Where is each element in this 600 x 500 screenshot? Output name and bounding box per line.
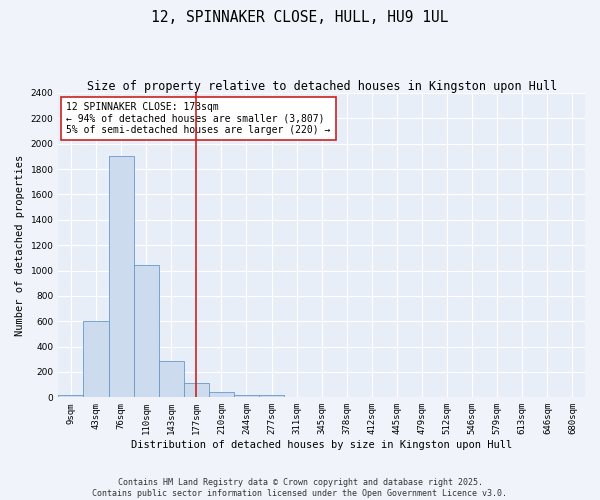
Bar <box>159 360 184 398</box>
Bar <box>184 384 209 398</box>
Title: Size of property relative to detached houses in Kingston upon Hull: Size of property relative to detached ho… <box>86 80 557 93</box>
Text: Contains HM Land Registry data © Crown copyright and database right 2025.
Contai: Contains HM Land Registry data © Crown c… <box>92 478 508 498</box>
Bar <box>58 396 83 398</box>
Bar <box>284 396 309 398</box>
Bar <box>134 266 159 398</box>
Bar <box>209 392 234 398</box>
Bar <box>109 156 134 398</box>
Text: 12, SPINNAKER CLOSE, HULL, HU9 1UL: 12, SPINNAKER CLOSE, HULL, HU9 1UL <box>151 10 449 25</box>
Text: 12 SPINNAKER CLOSE: 173sqm
← 94% of detached houses are smaller (3,807)
5% of se: 12 SPINNAKER CLOSE: 173sqm ← 94% of deta… <box>67 102 331 136</box>
Bar <box>234 395 259 398</box>
Bar <box>83 321 109 398</box>
Y-axis label: Number of detached properties: Number of detached properties <box>15 154 25 336</box>
Bar <box>259 396 284 398</box>
X-axis label: Distribution of detached houses by size in Kingston upon Hull: Distribution of detached houses by size … <box>131 440 512 450</box>
